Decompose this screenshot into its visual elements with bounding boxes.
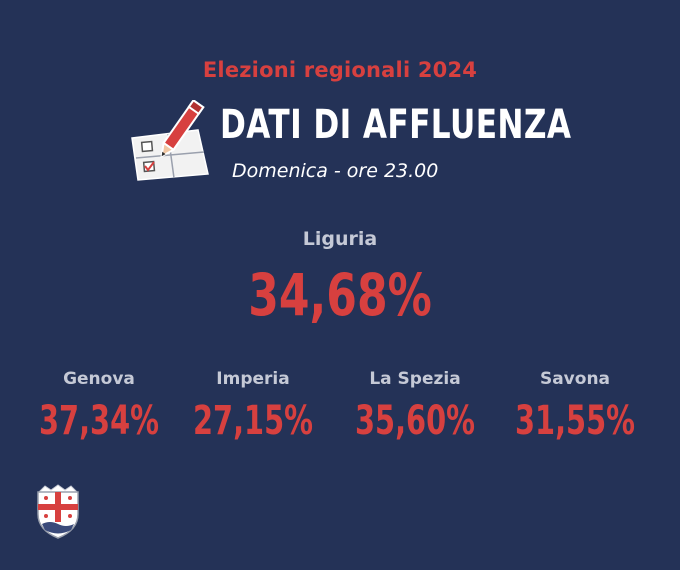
province-turnout-value: 37,34% [39, 398, 159, 444]
region-turnout-value: 34,68% [248, 261, 432, 329]
timestamp-subtitle: Domenica - ore 23.00 [232, 160, 439, 182]
province-item-la-spezia: La Spezia 35,60% [330, 368, 500, 444]
province-label: La Spezia [369, 369, 461, 389]
page-title: DATI DI AFFLUENZA [220, 102, 572, 148]
liguria-emblem-icon [37, 484, 79, 539]
ballot-pencil-icon [131, 100, 209, 181]
province-turnout-value: 27,15% [193, 398, 313, 444]
province-label: Savona [539, 369, 611, 389]
province-item-imperia: Imperia 27,15% [168, 368, 338, 444]
province-item-genova: Genova 37,34% [14, 368, 184, 444]
province-label: Genova [63, 369, 135, 389]
election-kicker: Elezioni regionali 2024 [202, 58, 478, 82]
province-turnout-value: 31,55% [515, 398, 635, 444]
province-label: Imperia [216, 369, 290, 389]
province-turnout-value: 35,60% [355, 398, 475, 444]
province-item-savona: Savona 31,55% [490, 368, 660, 444]
region-label: Liguria [302, 228, 378, 250]
